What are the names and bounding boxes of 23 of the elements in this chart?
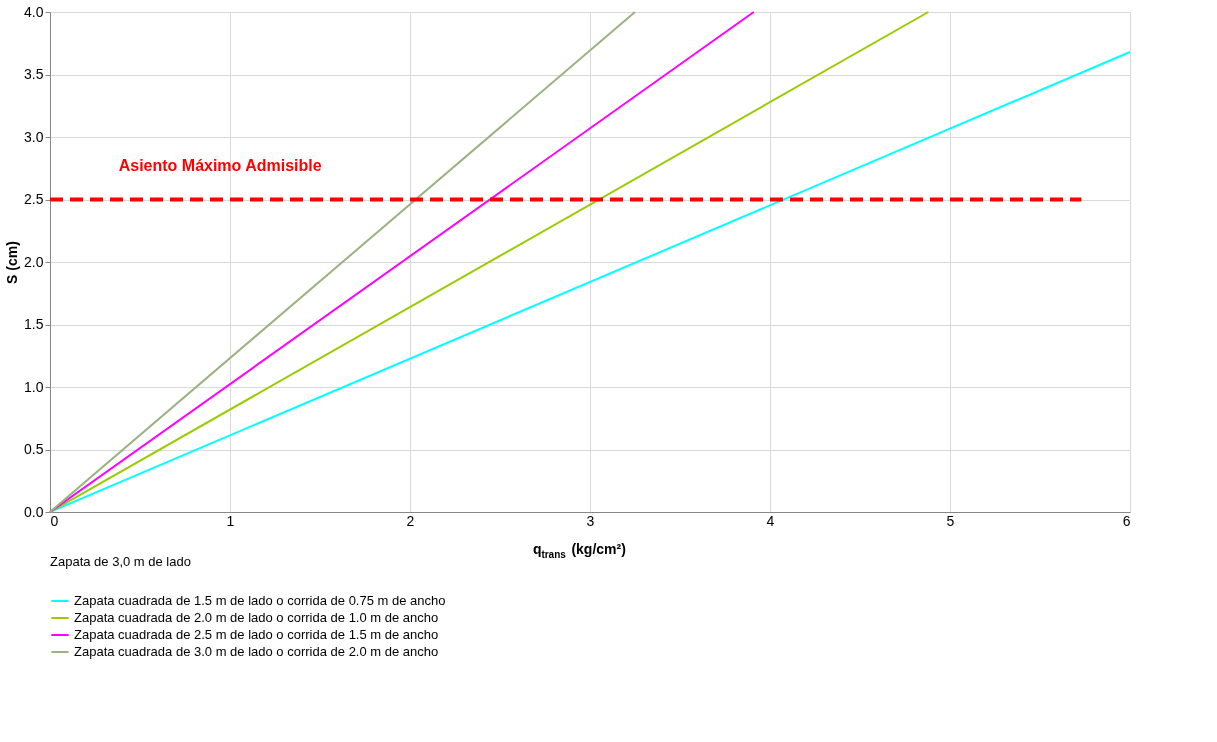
x-tick-label: 2 bbox=[406, 512, 415, 529]
y-tick-label: 2.5 bbox=[24, 191, 44, 207]
y-tick-label: 3.5 bbox=[24, 66, 44, 82]
legend-title: Zapata de 3,0 m de lado bbox=[50, 554, 191, 569]
x-tick-label: 6 bbox=[1122, 512, 1131, 529]
y-tick-label: 1.5 bbox=[24, 316, 44, 332]
x-tick-label: 5 bbox=[946, 512, 955, 529]
legend-label: Zapata cuadrada de 2.0 m de lado o corrida de 1.0 m de ancho bbox=[74, 610, 439, 625]
y-axis-title: S (cm) bbox=[4, 241, 21, 284]
y-tick-label: 0.5 bbox=[24, 441, 44, 457]
y-tick-label: 2.0 bbox=[24, 253, 44, 270]
y-tick-label: 3.0 bbox=[24, 128, 44, 145]
x-tick-label: 0 bbox=[50, 512, 59, 529]
x-tick-label: 4 bbox=[766, 512, 775, 529]
y-tick-label: 4.0 bbox=[24, 3, 44, 20]
series-label: Asiento Máximo Admisible bbox=[118, 156, 322, 174]
legend-label: Zapata cuadrada de 3.0 m de lado o corrida de 2.0 m de ancho bbox=[74, 644, 439, 659]
x-tick-label: 1 bbox=[226, 512, 235, 529]
x-tick-label: 3 bbox=[586, 512, 595, 529]
legend-label: Zapata cuadrada de 2.5 m de lado o corrida de 1.5 m de ancho bbox=[74, 627, 439, 642]
legend-label: Zapata cuadrada de 1.5 m de lado o corrida de 0.75 m de ancho bbox=[74, 593, 446, 608]
y-tick-label: 0.0 bbox=[24, 503, 44, 520]
y-tick-label: 1.0 bbox=[24, 378, 44, 395]
